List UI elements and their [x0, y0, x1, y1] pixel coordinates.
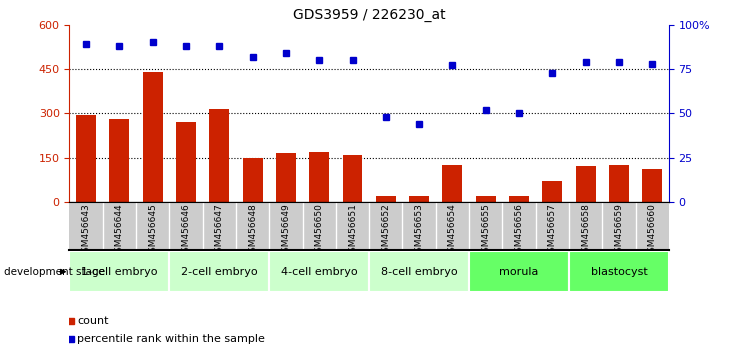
Text: morula: morula [499, 267, 539, 277]
Text: GSM456656: GSM456656 [515, 203, 523, 258]
Bar [409, 196, 429, 202]
Bar [476, 196, 496, 202]
Bar [269, 251, 369, 292]
Bar [369, 251, 469, 292]
Text: GSM456651: GSM456651 [348, 203, 357, 258]
Bar [69, 251, 170, 292]
Text: 8-cell embryo: 8-cell embryo [381, 267, 458, 277]
Bar [575, 166, 596, 202]
Bar [469, 251, 569, 292]
Text: GSM456655: GSM456655 [481, 203, 491, 258]
Text: GSM456644: GSM456644 [115, 203, 124, 258]
Bar [276, 153, 296, 202]
Bar [209, 109, 230, 202]
Bar [569, 251, 669, 292]
Bar [110, 119, 129, 202]
Text: GSM456646: GSM456646 [181, 203, 191, 258]
Bar [442, 165, 463, 202]
Text: development stage: development stage [4, 267, 105, 277]
Text: GSM456658: GSM456658 [581, 203, 590, 258]
Bar [309, 152, 329, 202]
Text: GSM456643: GSM456643 [82, 203, 91, 258]
Bar [176, 122, 196, 202]
Bar [143, 72, 163, 202]
Bar [76, 115, 96, 202]
Text: GSM456650: GSM456650 [315, 203, 324, 258]
Text: GSM456652: GSM456652 [382, 203, 390, 258]
Bar [243, 158, 262, 202]
Bar [509, 196, 529, 202]
Text: GSM456660: GSM456660 [648, 203, 656, 258]
Text: percentile rank within the sample: percentile rank within the sample [77, 333, 265, 344]
Text: GSM456649: GSM456649 [281, 203, 290, 258]
Text: 4-cell embryo: 4-cell embryo [281, 267, 357, 277]
Text: count: count [77, 316, 109, 326]
Bar [376, 196, 395, 202]
Bar [343, 155, 363, 202]
Text: GSM456659: GSM456659 [615, 203, 624, 258]
Text: GSM456653: GSM456653 [414, 203, 423, 258]
Title: GDS3959 / 226230_at: GDS3959 / 226230_at [293, 8, 445, 22]
Bar [643, 169, 662, 202]
Text: GSM456648: GSM456648 [248, 203, 257, 258]
Bar [542, 181, 562, 202]
Bar [609, 165, 629, 202]
Text: GSM456645: GSM456645 [148, 203, 157, 258]
Text: GSM456657: GSM456657 [548, 203, 557, 258]
Text: 1-cell embryo: 1-cell embryo [81, 267, 158, 277]
Text: GSM456647: GSM456647 [215, 203, 224, 258]
Text: GSM456654: GSM456654 [448, 203, 457, 258]
Text: 2-cell embryo: 2-cell embryo [181, 267, 257, 277]
Text: blastocyst: blastocyst [591, 267, 647, 277]
Bar [170, 251, 269, 292]
